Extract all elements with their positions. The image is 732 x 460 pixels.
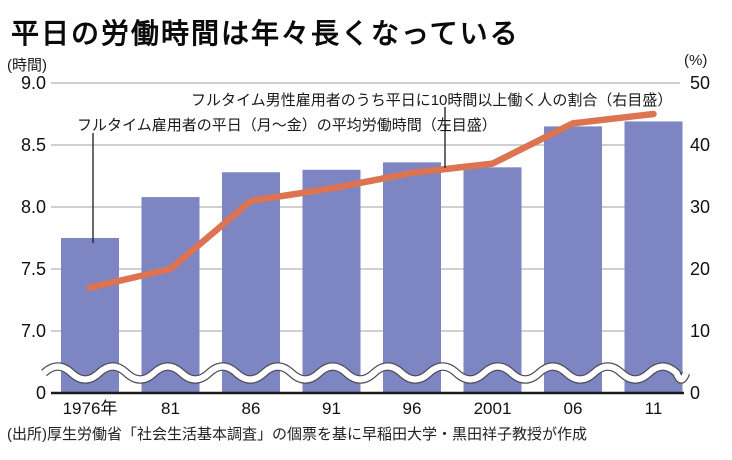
right-axis-tick: 0 [690, 383, 700, 403]
right-axis-tick: 40 [690, 135, 710, 155]
percentage-line [86, 110, 657, 291]
bar-86 [222, 172, 280, 393]
right-axis-tick: 50 [690, 73, 710, 93]
bar-06 [544, 126, 602, 394]
left-axis-tick: 8.0 [21, 197, 46, 217]
bar-81 [141, 197, 200, 393]
left-axis-unit-label: (時間) [7, 57, 47, 74]
left-axis-tick: 7.5 [21, 259, 46, 279]
x-axis-label: 91 [322, 399, 341, 418]
left-axis-tick: 0 [36, 383, 46, 403]
x-axis-label: 11 [645, 399, 663, 418]
x-axis-label: 96 [403, 399, 422, 418]
bar-96 [383, 162, 441, 393]
bar-91 [302, 169, 361, 393]
axis-break-wave [41, 363, 689, 383]
left-axis-tick: 8.5 [21, 135, 46, 155]
left-axis-tick: 9.0 [21, 73, 46, 93]
bar-series-label: フルタイム雇用者の平日（月～金）の平均労働時間（左目盛） [77, 117, 497, 134]
source-note: (出所)厚生労働省「社会生活基本調査」の個票を基に早稲田大学・黒田祥子教授が作成 [7, 426, 587, 443]
left-axis-tick: 7.0 [21, 321, 46, 341]
right-axis-tick: 30 [690, 197, 710, 217]
right-axis-tick: 10 [690, 321, 710, 341]
bar-2001 [463, 167, 522, 393]
right-axis-unit-label: (%) [684, 52, 708, 69]
line-series-label: フルタイム男性雇用者のうち平日に10時間以上働く人の割合（右目盛） [191, 92, 673, 109]
bar-11 [624, 121, 683, 393]
x-axis-label: 81 [161, 399, 180, 418]
x-axis-label: 1976年 [63, 399, 118, 418]
chart-title: 平日の労働時間は年々長くなっている [11, 17, 520, 50]
x-axis-label: 06 [564, 399, 583, 418]
x-axis-label: 86 [242, 399, 261, 418]
right-axis-tick: 20 [690, 259, 710, 279]
x-axis-label: 2001 [474, 399, 512, 418]
